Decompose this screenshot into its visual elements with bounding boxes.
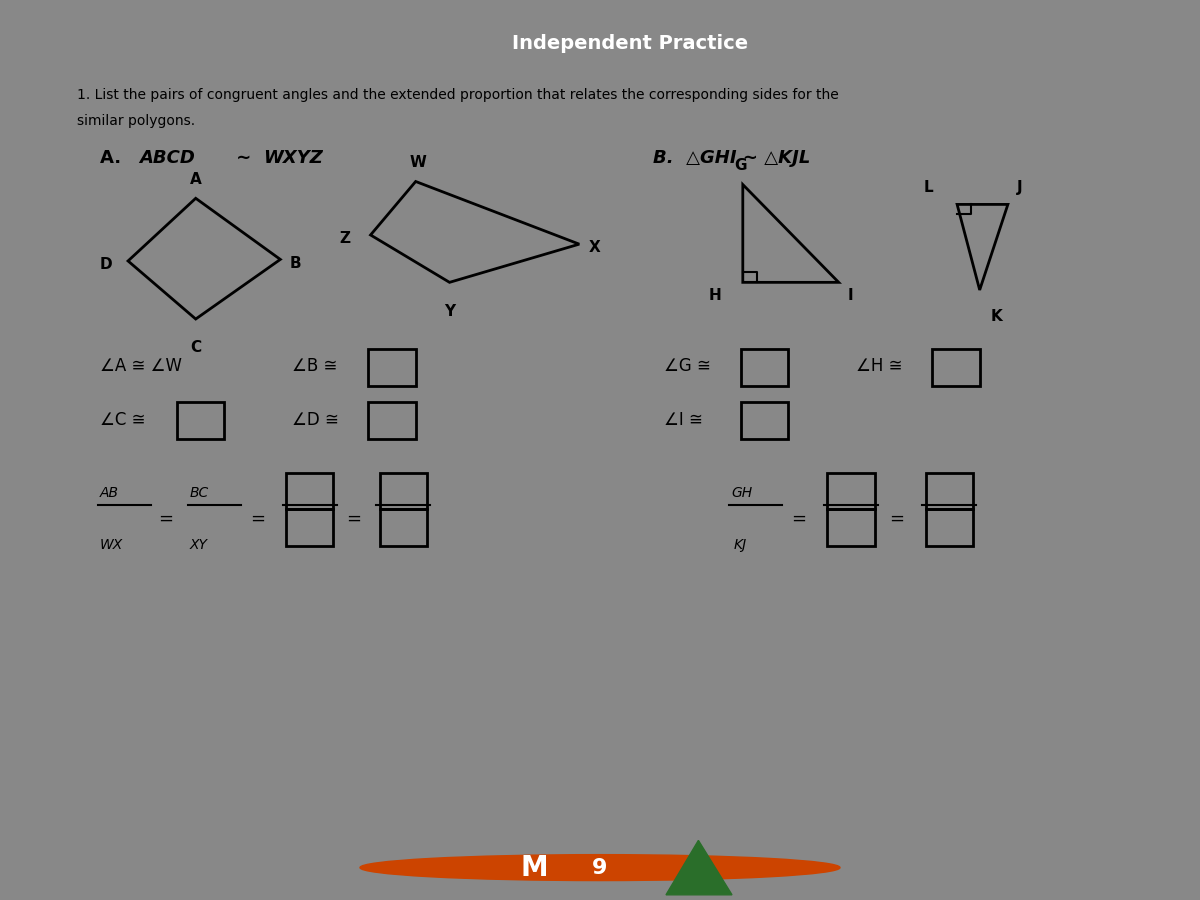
Bar: [740, 349, 788, 385]
Text: D: D: [100, 257, 113, 273]
Bar: [368, 402, 415, 439]
Text: KJ: KJ: [733, 538, 748, 553]
Text: Y: Y: [444, 303, 455, 319]
Bar: [176, 402, 224, 439]
Text: Z: Z: [338, 231, 350, 247]
Bar: [368, 349, 415, 385]
Text: C: C: [190, 340, 202, 356]
Text: A: A: [190, 172, 202, 187]
Text: similar polygons.: similar polygons.: [77, 114, 196, 128]
Bar: [740, 402, 788, 439]
Text: =: =: [158, 510, 174, 528]
Text: B.  △GHI ∼ △KJL: B. △GHI ∼ △KJL: [653, 148, 810, 166]
Text: ∠I ≅: ∠I ≅: [664, 411, 703, 429]
Text: ∠C ≅: ∠C ≅: [100, 411, 145, 429]
Text: Independent Practice: Independent Practice: [512, 34, 748, 53]
Bar: [925, 509, 973, 546]
Text: ABCD: ABCD: [139, 148, 196, 166]
Bar: [379, 472, 427, 509]
Text: =: =: [791, 510, 806, 528]
Text: H: H: [709, 289, 721, 303]
Bar: [286, 472, 334, 509]
Bar: [925, 472, 973, 509]
Circle shape: [360, 855, 840, 880]
Bar: [286, 509, 334, 546]
Text: XY: XY: [190, 538, 208, 553]
Text: =: =: [346, 510, 361, 528]
Text: X: X: [588, 240, 600, 256]
Text: ∠D ≅: ∠D ≅: [292, 411, 338, 429]
Bar: [932, 349, 979, 385]
Text: A.: A.: [100, 148, 133, 166]
Polygon shape: [666, 841, 732, 895]
Text: L: L: [923, 180, 932, 195]
Text: B: B: [289, 256, 301, 271]
Bar: [379, 509, 427, 546]
Bar: [828, 509, 875, 546]
Text: GH: GH: [732, 486, 752, 500]
Text: I: I: [847, 289, 853, 303]
Text: BC: BC: [190, 486, 209, 500]
Text: =: =: [250, 510, 265, 528]
Text: WX: WX: [100, 538, 124, 553]
Text: ∠G ≅: ∠G ≅: [664, 357, 710, 375]
Bar: [828, 472, 875, 509]
Text: ∠B ≅: ∠B ≅: [292, 357, 337, 375]
Text: =: =: [889, 510, 905, 528]
Text: M: M: [520, 853, 548, 882]
Text: ∼: ∼: [229, 148, 257, 166]
Text: J: J: [1016, 180, 1022, 195]
Text: G: G: [733, 158, 746, 173]
Text: 1. List the pairs of congruent angles and the extended proportion that relates t: 1. List the pairs of congruent angles an…: [77, 87, 839, 102]
Text: K: K: [991, 309, 1003, 324]
Text: ∠H ≅: ∠H ≅: [856, 357, 902, 375]
Text: WXYZ: WXYZ: [264, 148, 323, 166]
Text: ∠A ≅ ∠W: ∠A ≅ ∠W: [100, 357, 182, 375]
Text: W: W: [410, 155, 427, 170]
Text: AB: AB: [100, 486, 119, 500]
Text: 9: 9: [593, 858, 607, 878]
